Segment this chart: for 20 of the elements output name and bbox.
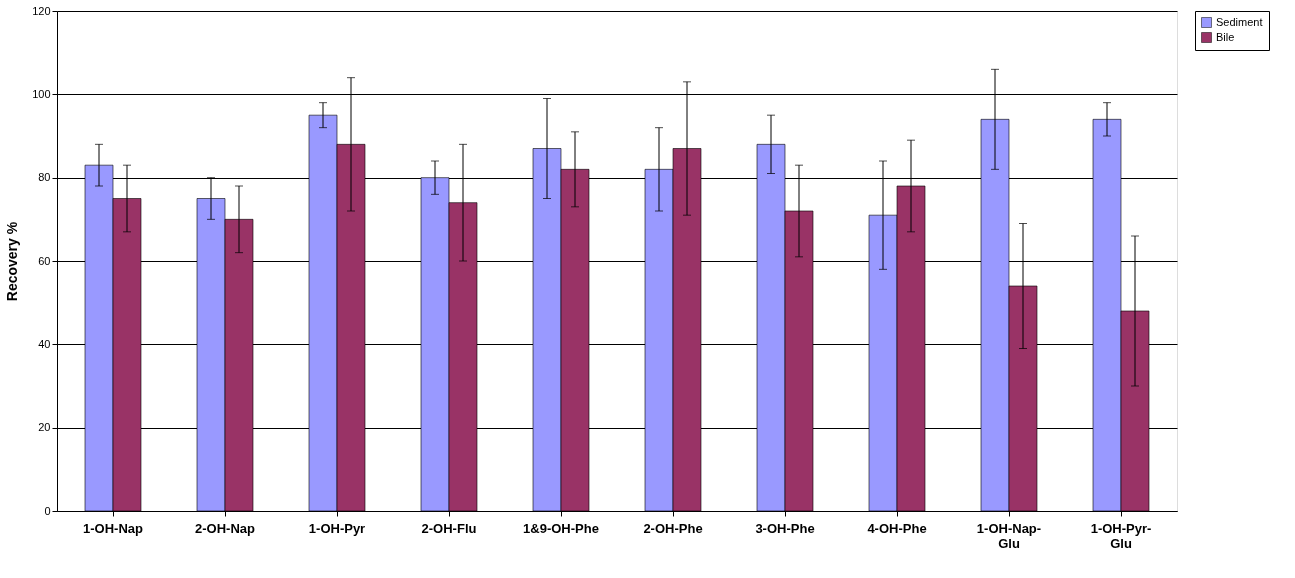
x-tick-label: 1-OH-Pyr-Glu <box>1090 520 1152 551</box>
y-tick-label: 100 <box>32 87 51 100</box>
legend-label: Bile <box>1216 30 1235 43</box>
x-tick-label: 2-OH-Nap <box>195 520 256 536</box>
x-tick-label: 4-OH-Phe <box>867 520 927 536</box>
x-tick-label: 3-OH-Phe <box>755 520 815 536</box>
y-tick-label: 40 <box>38 337 51 350</box>
y-tick-label: 0 <box>44 504 51 517</box>
x-tick-label: 2-OH-Phe <box>643 520 703 536</box>
y-axis-title: Recovery % <box>4 221 21 302</box>
y-tick-label: 20 <box>38 421 51 434</box>
x-tick-label: 1-OH-Nap-Glu <box>976 520 1042 551</box>
x-tick-label: 1&9-OH-Phe <box>523 520 599 536</box>
x-tick-label: 2-OH-Flu <box>421 520 477 536</box>
legend-label: Sediment <box>1216 15 1263 28</box>
y-tick-label: 120 <box>32 4 51 17</box>
y-tick-label: 80 <box>38 171 51 184</box>
x-tick-label: 1-OH-Pyr <box>308 520 366 536</box>
x-tick-label: 1-OH-Nap <box>83 520 144 536</box>
y-tick-label: 60 <box>38 254 51 267</box>
